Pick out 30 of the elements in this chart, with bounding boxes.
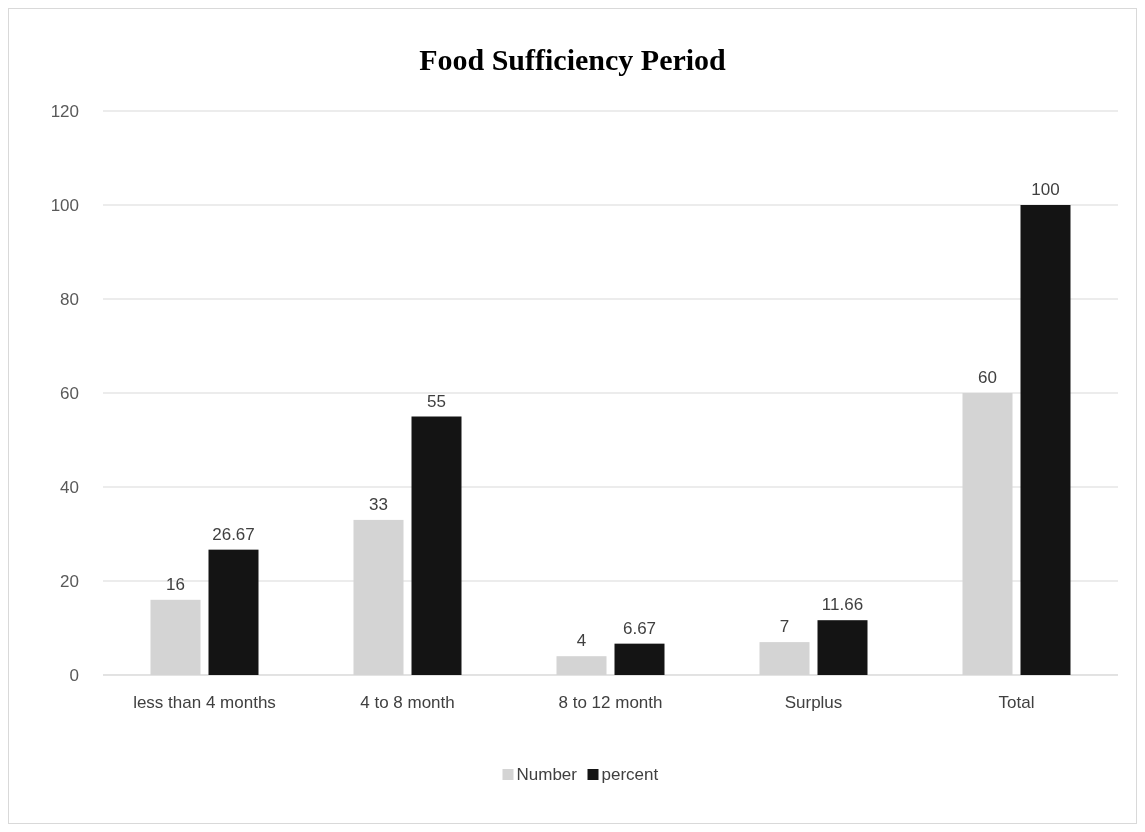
data-label: 60 [978, 368, 997, 387]
bar [614, 643, 665, 675]
data-label: 26.67 [212, 524, 255, 544]
x-tick-label: less than 4 months [133, 693, 276, 712]
legend-label: Number [516, 765, 578, 784]
x-tick-label: 8 to 12 month [558, 693, 663, 712]
bar [817, 620, 868, 675]
chart-title: Food Sufficiency Period [419, 43, 727, 76]
x-tick-label: Surplus [784, 693, 843, 712]
y-tick-label: 0 [69, 666, 79, 685]
bar [411, 416, 462, 675]
data-label: 11.66 [821, 595, 864, 615]
bar [208, 549, 259, 675]
x-tick-label: 4 to 8 month [360, 693, 455, 712]
legend-label: percent [601, 765, 659, 784]
data-label: 6.67 [622, 618, 657, 638]
bar [1020, 205, 1071, 675]
y-tick-label: 80 [60, 290, 79, 309]
data-label: 33 [369, 494, 388, 514]
data-label: 16 [166, 574, 185, 594]
y-tick-label: 100 [50, 196, 79, 215]
data-label: 4 [576, 631, 587, 651]
y-tick-label: 60 [60, 384, 79, 403]
data-label: 100 [1031, 180, 1060, 199]
data-label: 7 [779, 617, 790, 637]
x-tick-label: Total [998, 693, 1035, 712]
y-tick-label: 40 [60, 478, 79, 497]
data-label: 55 [427, 391, 446, 411]
y-tick-label: 20 [60, 572, 79, 591]
y-tick-label: 120 [50, 102, 79, 121]
